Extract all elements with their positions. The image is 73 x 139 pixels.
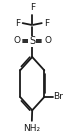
Text: NH₂: NH₂ — [23, 124, 40, 133]
Text: Br: Br — [53, 92, 63, 101]
Text: O: O — [44, 36, 51, 45]
Text: F: F — [44, 19, 49, 28]
Text: F: F — [15, 19, 20, 28]
Text: S: S — [29, 36, 35, 46]
Text: F: F — [30, 3, 35, 12]
Text: O: O — [13, 36, 20, 45]
